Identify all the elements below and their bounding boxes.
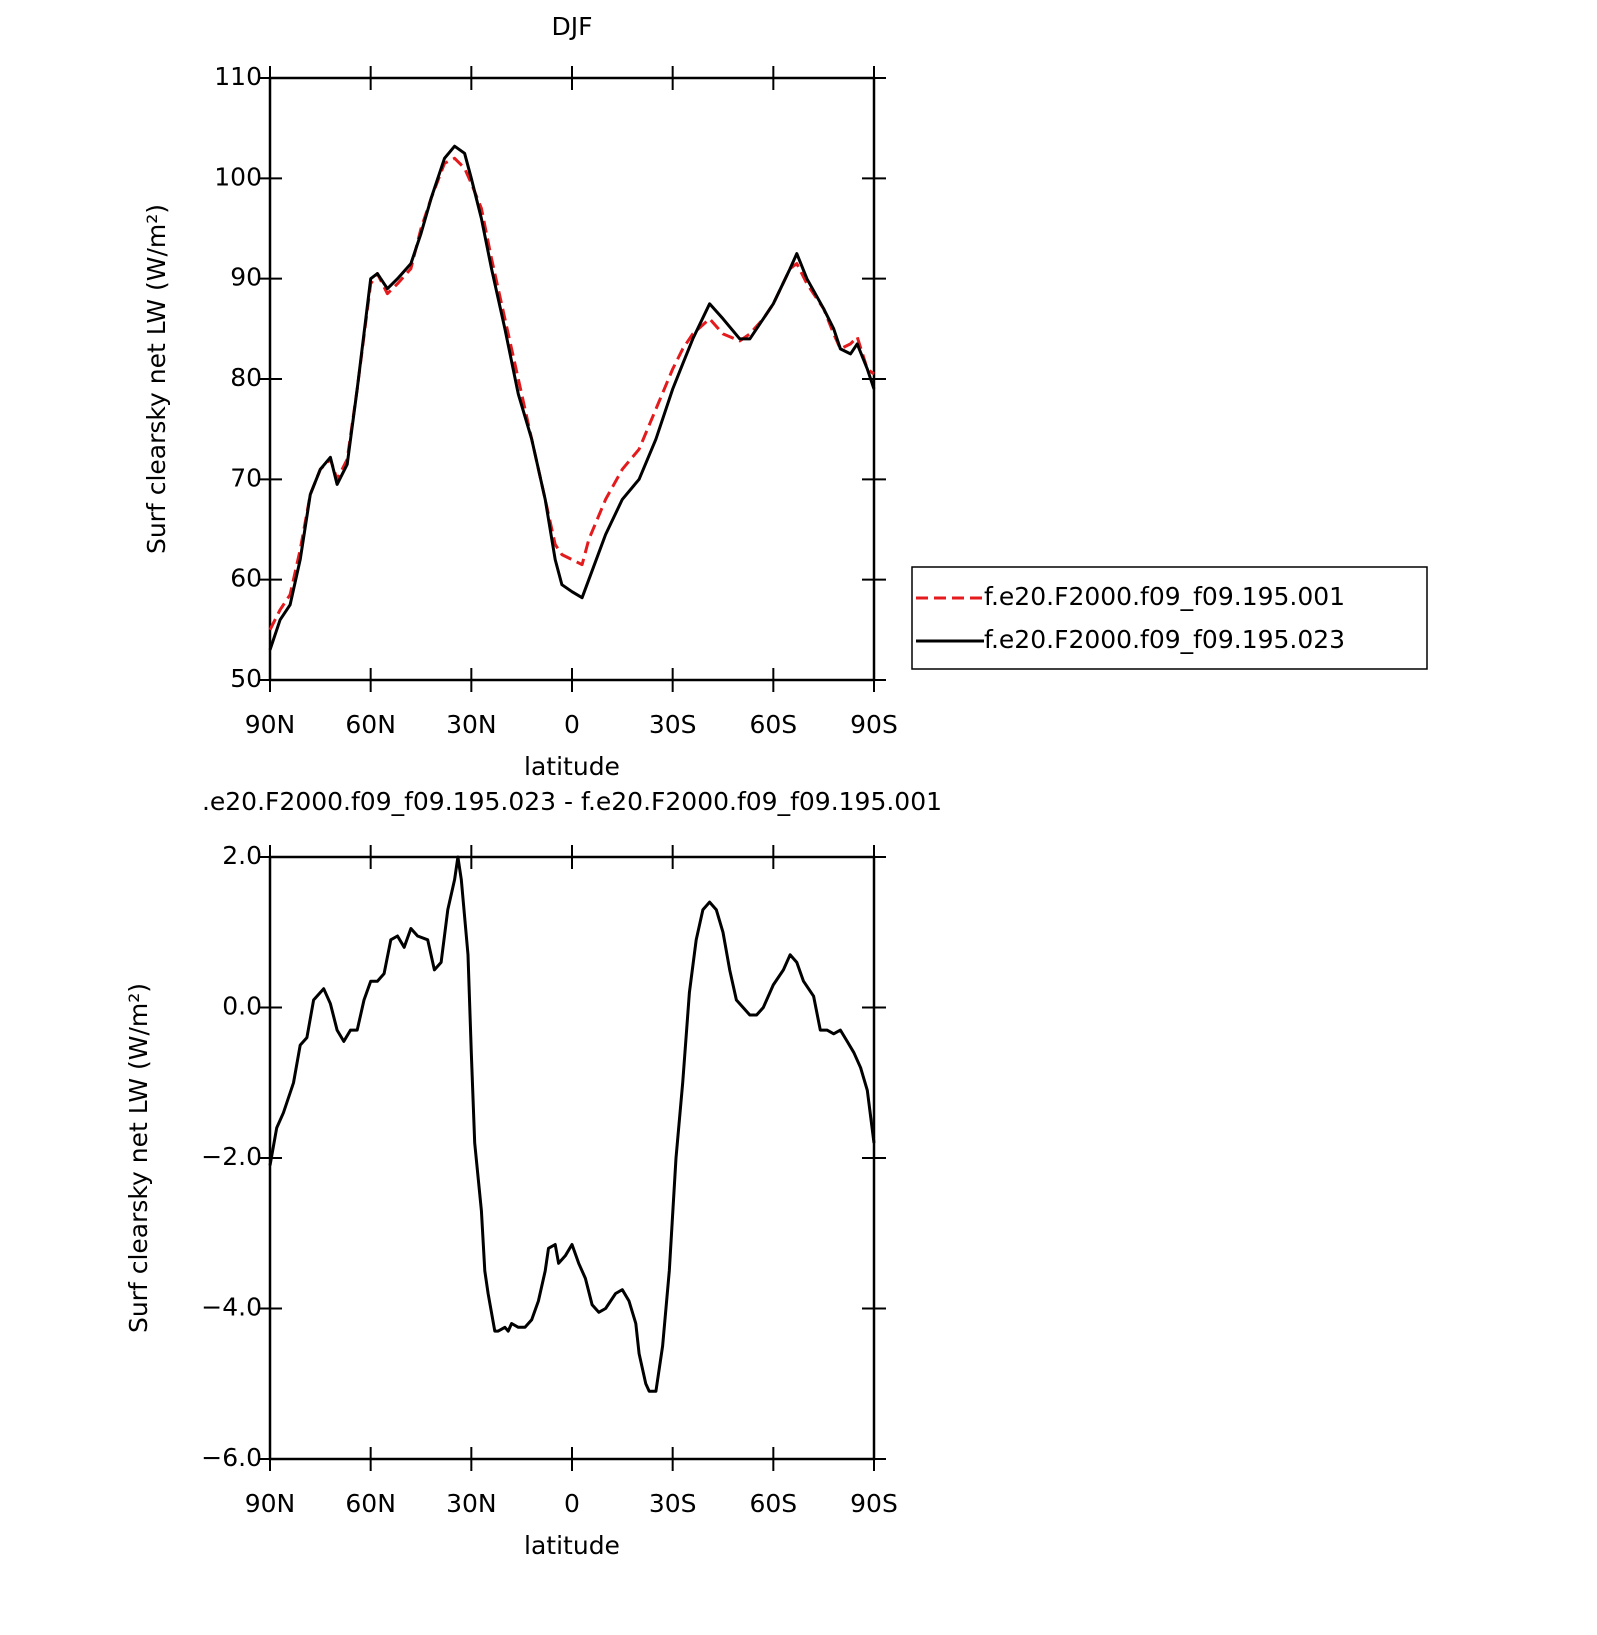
data-line (268, 144, 876, 651)
y-tick-label: −6.0 (201, 1443, 262, 1472)
x-tick-label: 30N (446, 710, 497, 739)
legend-label: f.e20.F2000.f09_f09.195.001 (984, 582, 1345, 611)
x-axis-label: latitude (524, 1531, 620, 1560)
data-line (268, 855, 876, 1393)
y-tick-label: 50 (230, 664, 262, 693)
x-tick-label: 60S (749, 710, 797, 739)
x-tick-label: 90N (245, 710, 296, 739)
x-tick-label: 30N (446, 1489, 497, 1518)
y-tick-label: 0.0 (222, 992, 262, 1021)
y-tick-label: 110 (214, 62, 262, 91)
chart-title: DJF (551, 12, 592, 41)
chart-title: .e20.F2000.f09_f09.195.023 - f.e20.F2000… (202, 787, 942, 816)
x-tick-label: 30S (649, 710, 697, 739)
x-tick-label: 90S (850, 1489, 898, 1518)
x-tick-label: 60N (345, 1489, 396, 1518)
y-tick-label: 80 (230, 363, 262, 392)
data-line (268, 156, 875, 631)
x-tick-label: 0 (564, 710, 580, 739)
y-tick-label: −4.0 (201, 1293, 262, 1322)
y-tick-label: 70 (230, 463, 262, 492)
y-tick-label: 100 (214, 162, 262, 191)
x-axis-label: latitude (524, 752, 620, 781)
plot-frame (268, 76, 876, 682)
x-tick-label: 60N (345, 710, 396, 739)
x-tick-label: 60S (749, 1489, 797, 1518)
legend-box (911, 566, 1428, 670)
y-tick-label: −2.0 (201, 1142, 262, 1171)
y-tick-label: 60 (230, 564, 262, 593)
x-tick-label: 90N (245, 1489, 296, 1518)
x-tick-label: 0 (564, 1489, 580, 1518)
y-tick-label: 90 (230, 263, 262, 292)
plot-frame (268, 855, 876, 1461)
x-tick-label: 30S (649, 1489, 697, 1518)
x-tick-label: 90S (850, 710, 898, 739)
y-axis-label: Surf clearsky net LW (W/m²) (142, 204, 171, 554)
y-axis-label: Surf clearsky net LW (W/m²) (124, 983, 153, 1333)
y-tick-label: 2.0 (222, 841, 262, 870)
legend-label: f.e20.F2000.f09_f09.195.023 (984, 625, 1345, 654)
